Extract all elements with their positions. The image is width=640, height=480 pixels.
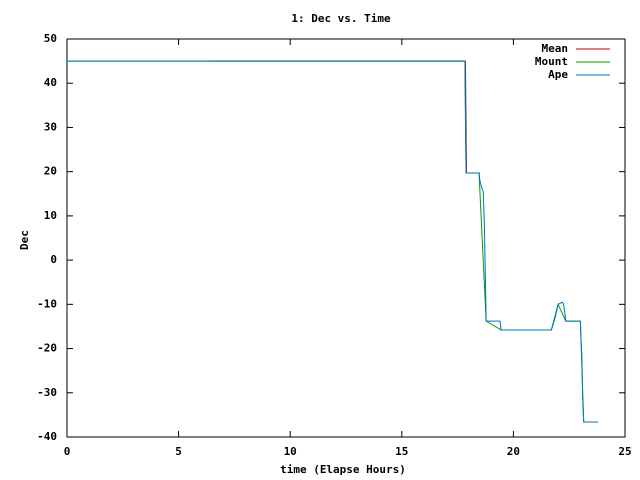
x-tick-label: 5: [175, 445, 182, 458]
y-tick-label: 50: [44, 32, 57, 45]
y-tick-label: 0: [50, 253, 57, 266]
x-tick-label: 10: [284, 445, 297, 458]
legend-label: Ape: [548, 68, 568, 81]
y-tick-label: -30: [37, 386, 57, 399]
y-tick-label: -10: [37, 297, 57, 310]
y-tick-label: -40: [37, 430, 57, 443]
y-tick-label: 10: [44, 209, 57, 222]
legend-label: Mount: [535, 55, 568, 68]
x-tick-label: 0: [64, 445, 71, 458]
series-line: [67, 60, 599, 423]
plot-frame: [66, 38, 626, 438]
y-tick-label: 40: [44, 76, 57, 89]
x-tick-label: 15: [395, 445, 408, 458]
y-axis-label: Dec: [18, 230, 31, 250]
legend-label: Mean: [542, 42, 569, 55]
x-axis-label: time (Elapse Hours): [280, 463, 406, 476]
x-tick-label: 25: [618, 445, 631, 458]
y-tick-label: 20: [44, 165, 57, 178]
y-tick-label: 30: [44, 120, 57, 133]
chart-title: 1: Dec vs. Time: [291, 12, 391, 25]
x-tick-label: 20: [507, 445, 520, 458]
y-tick-label: -20: [37, 342, 57, 355]
